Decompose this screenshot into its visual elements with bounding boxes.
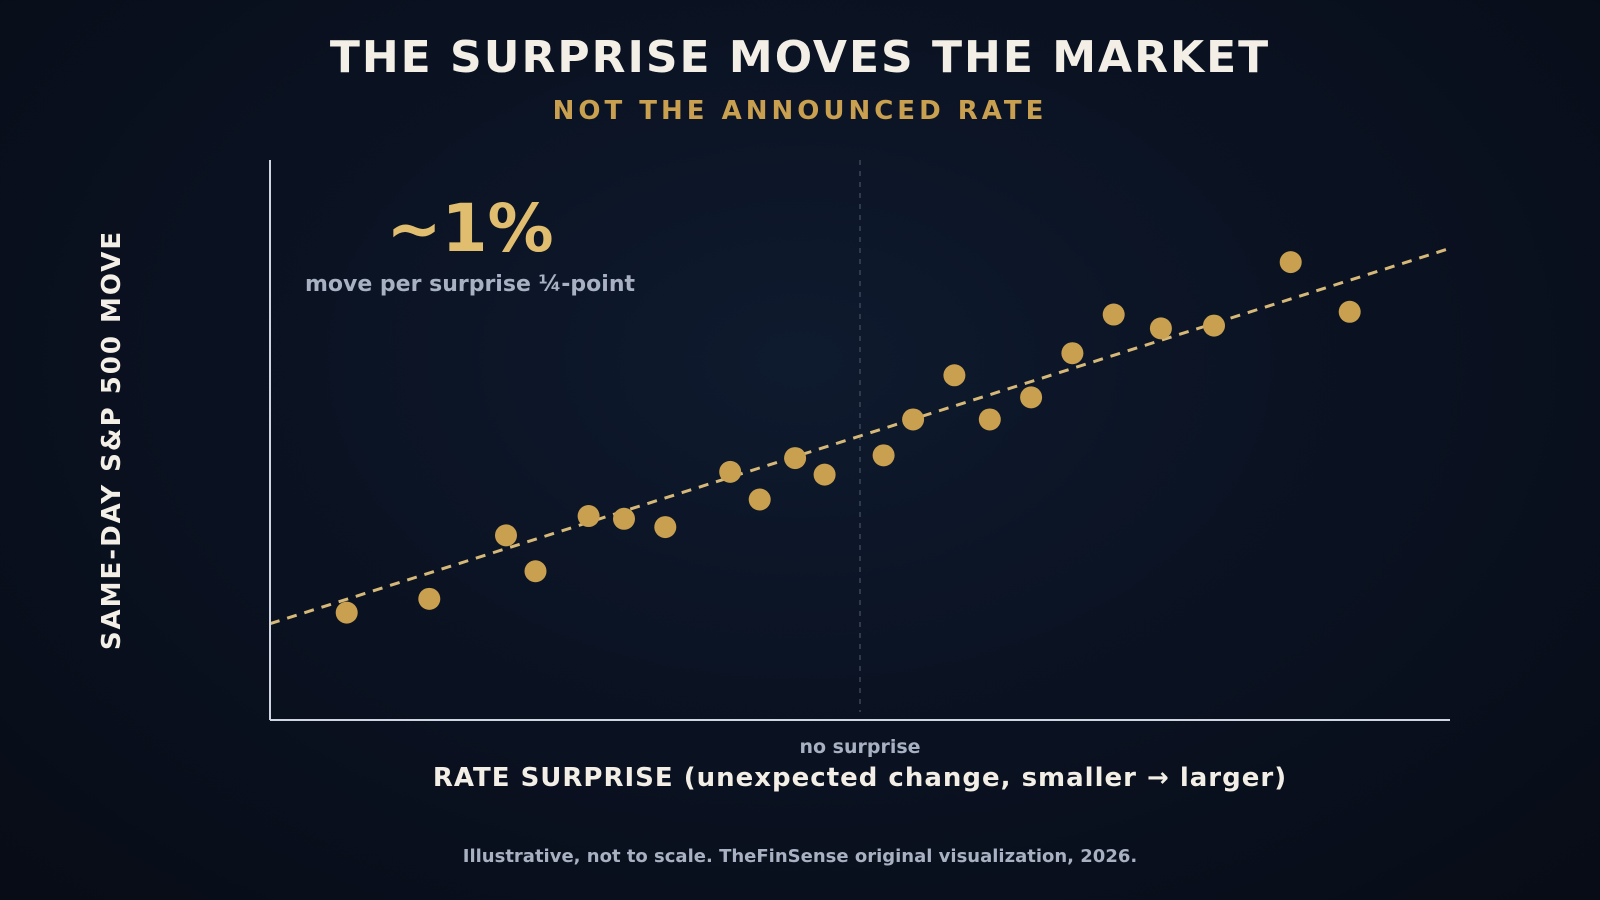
x-axis-label: RATE SURPRISE (unexpected change, smalle… <box>432 763 1288 793</box>
data-point <box>748 488 771 511</box>
data-point <box>902 408 925 431</box>
data-point <box>524 560 547 583</box>
data-point <box>1279 251 1302 274</box>
data-point <box>1149 317 1172 340</box>
data-point <box>577 505 600 528</box>
footnote: Illustrative, not to scale. TheFinSense … <box>462 846 1138 867</box>
data-point <box>495 524 517 547</box>
chart-subtitle: NOT THE ANNOUNCED RATE <box>552 96 1048 126</box>
data-point <box>1338 300 1361 323</box>
data-point <box>978 408 1001 431</box>
data-point <box>943 364 966 387</box>
data-point <box>1020 386 1043 409</box>
data-point <box>813 463 836 486</box>
data-point <box>1203 314 1225 337</box>
data-point <box>1102 303 1125 326</box>
zero-reference-label: no surprise <box>799 736 921 758</box>
data-points <box>335 251 1361 624</box>
data-point <box>784 447 807 470</box>
data-point <box>418 587 441 610</box>
chart-title: THE SURPRISE MOVES THE MARKET <box>329 32 1271 83</box>
data-point <box>335 601 358 624</box>
data-point <box>719 460 742 483</box>
annotation-value: ~1% <box>386 190 554 267</box>
trend-line <box>269 246 1451 626</box>
data-point <box>872 444 895 467</box>
data-point <box>613 507 635 530</box>
y-axis-label: SAME-DAY S&P 500 MOVE <box>97 229 127 651</box>
annotation-caption: move per surprise ¼-point <box>304 272 636 297</box>
data-point <box>654 516 677 539</box>
data-point <box>1061 342 1084 365</box>
